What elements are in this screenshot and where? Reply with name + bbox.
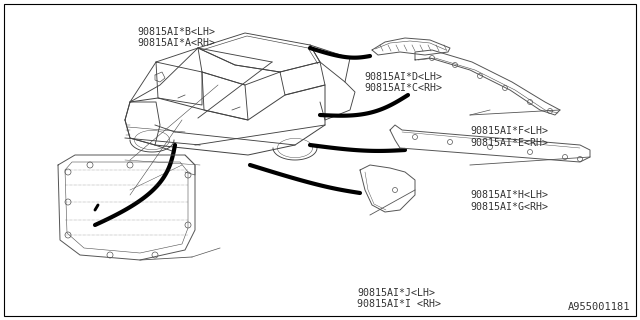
Text: 90815AI*A<RH>: 90815AI*A<RH> [138, 38, 216, 48]
Text: 90815AI*E<RH>: 90815AI*E<RH> [470, 138, 548, 148]
Text: 90815AI*J<LH>: 90815AI*J<LH> [357, 288, 435, 298]
Text: 90815AI*G<RH>: 90815AI*G<RH> [470, 202, 548, 212]
Text: 90815AI*C<RH>: 90815AI*C<RH> [365, 83, 443, 93]
Text: 90815AI*H<LH>: 90815AI*H<LH> [470, 190, 548, 200]
Text: 90815AI*D<LH>: 90815AI*D<LH> [365, 72, 443, 82]
Text: 90815AI*F<LH>: 90815AI*F<LH> [470, 126, 548, 136]
Text: 90815AI*B<LH>: 90815AI*B<LH> [138, 27, 216, 36]
Text: 90815AI*I <RH>: 90815AI*I <RH> [357, 299, 441, 309]
Text: A955001181: A955001181 [568, 302, 630, 312]
